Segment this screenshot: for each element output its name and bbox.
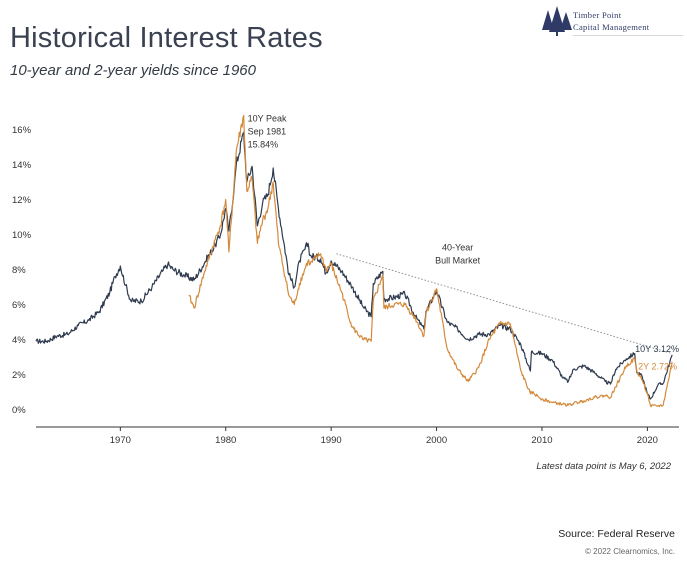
x-tick-label-2000: 2000 [426, 435, 447, 446]
y-tick-label-0: 0% [12, 405, 26, 416]
series-line-2y [188, 114, 673, 408]
source-note: Source: Federal Reserve [558, 528, 675, 540]
pine-trees-icon [542, 6, 572, 36]
y-tick-label-12: 12% [12, 195, 32, 206]
annotation-peak-line-3: 15.84% [248, 140, 279, 150]
x-tick-label-1990: 1990 [321, 435, 342, 446]
x-tick-label-1980: 1980 [215, 435, 236, 446]
chart-title: Historical Interest Rates [10, 22, 323, 54]
company-logo: Timber Point Capital Management [539, 4, 685, 40]
series-line-10y [35, 131, 673, 400]
annotation-bull-line-2: Bull Market [435, 255, 481, 265]
annotation-bull-line-1: 40-Year [442, 242, 473, 252]
annotation-peak-line-1: 10Y Peak [248, 114, 287, 124]
annotation-peak-line-2: Sep 1981 [248, 127, 287, 137]
logo-divider [573, 35, 683, 36]
y-tick-label-8: 8% [12, 265, 26, 276]
y-tick-label-10: 10% [12, 230, 32, 241]
y-tick-label-6: 6% [12, 300, 26, 311]
logo-line-1: Timber Point [573, 10, 622, 20]
y-tick-label-14: 14% [12, 160, 32, 171]
y-tick-label-4: 4% [12, 335, 26, 346]
copyright-note: © 2022 Clearnomics, Inc. [585, 547, 675, 556]
bull-market-trendline [336, 253, 672, 354]
latest-data-note: Latest data point is May 6, 2022 [536, 461, 671, 472]
label-10y-latest: 10Y 3.12% [635, 344, 679, 354]
x-tick-label-2010: 2010 [531, 435, 552, 446]
x-tick-label-1970: 1970 [110, 435, 131, 446]
logo-line-2: Capital Management [573, 22, 650, 32]
chart-subtitle: 10-year and 2-year yields since 1960 [10, 62, 256, 79]
y-tick-label-16: 16% [12, 125, 32, 136]
label-2y-latest: 2Y 2.72% [638, 361, 677, 371]
y-tick-label-2: 2% [12, 370, 26, 381]
x-tick-label-2020: 2020 [637, 435, 658, 446]
